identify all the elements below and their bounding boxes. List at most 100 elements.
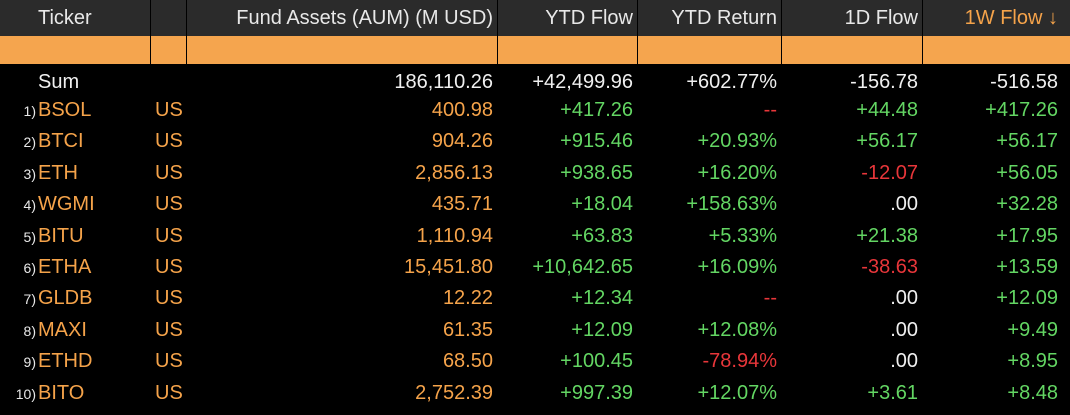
- sum-cell: -516.58: [990, 71, 1058, 93]
- column-separator: [497, 0, 498, 64]
- sum-cell: +602.77%: [686, 71, 777, 93]
- country: US: [155, 318, 183, 341]
- value-cell: +10,642.65: [532, 256, 633, 278]
- value-cell: -12.07: [861, 161, 918, 184]
- value-cell: +100.45: [560, 350, 633, 373]
- country: US: [155, 224, 183, 247]
- ticker[interactable]: GLDB: [38, 287, 93, 310]
- value-cell: +12.09: [996, 287, 1058, 310]
- value-cell: +12.08%: [697, 318, 777, 341]
- value-cell: +158.63%: [686, 193, 777, 216]
- value-cell: +56.05: [996, 161, 1058, 184]
- value-cell: 1,110.94: [416, 224, 493, 247]
- value-cell: .00: [890, 193, 918, 216]
- row-number[interactable]: 3): [23, 165, 36, 182]
- value-cell: -38.63: [861, 256, 918, 278]
- column-header[interactable]: Fund Assets (AUM) (M USD): [236, 7, 493, 29]
- value-cell: 61.35: [442, 318, 493, 341]
- column-header[interactable]: YTD Return: [671, 7, 777, 29]
- column-separator: [922, 0, 923, 64]
- ticker[interactable]: BSOL: [38, 99, 92, 121]
- value-cell: +417.26: [560, 99, 633, 121]
- ticker[interactable]: MAXI: [38, 318, 87, 341]
- value-cell: 68.50: [442, 350, 493, 373]
- sum-cell: 186,110.26: [394, 71, 493, 93]
- value-cell: +915.46: [560, 130, 633, 153]
- value-cell: +16.20%: [697, 161, 777, 184]
- row-number[interactable]: 1): [23, 103, 36, 119]
- column-separator: [781, 0, 782, 64]
- row-number[interactable]: 8): [23, 322, 36, 339]
- ticker[interactable]: WGMI: [38, 193, 95, 216]
- column-header[interactable]: 1D Flow: [844, 7, 918, 29]
- value-cell: +8.48: [1007, 381, 1058, 404]
- country: US: [155, 381, 183, 404]
- value-cell: 904.26: [431, 130, 493, 153]
- value-cell: --: [763, 287, 777, 310]
- column-header[interactable]: YTD Flow: [545, 7, 633, 29]
- value-cell: 15,451.80: [404, 256, 493, 278]
- value-cell: +56.17: [856, 130, 918, 153]
- row-number[interactable]: 9): [23, 354, 36, 371]
- value-cell: +18.04: [571, 193, 633, 216]
- value-cell: --: [763, 99, 777, 121]
- value-cell: +21.38: [856, 224, 918, 247]
- value-cell: +938.65: [560, 161, 633, 184]
- value-cell: +16.09%: [697, 256, 777, 278]
- column-header[interactable]: 1W Flow ↓: [964, 7, 1058, 29]
- sum-label: Sum: [38, 71, 80, 93]
- column-header[interactable]: Ticker: [38, 7, 92, 29]
- value-cell: 2,752.39: [415, 381, 493, 404]
- value-cell: 12.22: [442, 287, 493, 310]
- value-cell: +5.33%: [708, 224, 777, 247]
- value-cell: +63.83: [571, 224, 633, 247]
- value-cell: 400.98: [431, 99, 493, 121]
- value-cell: .00: [890, 287, 918, 310]
- row-number[interactable]: 7): [23, 291, 36, 308]
- value-cell: +3.61: [867, 381, 918, 404]
- column-separator: [186, 0, 187, 64]
- value-cell: +56.17: [996, 130, 1058, 153]
- value-cell: .00: [890, 350, 918, 373]
- ticker[interactable]: BTCI: [38, 130, 84, 153]
- country: US: [155, 350, 183, 373]
- ticker[interactable]: ETHD: [38, 350, 93, 373]
- row-number[interactable]: 4): [23, 197, 36, 214]
- value-cell: +8.95: [1007, 350, 1058, 373]
- value-cell: -78.94%: [702, 350, 778, 373]
- value-cell: .00: [890, 318, 918, 341]
- ticker[interactable]: BITU: [38, 224, 84, 247]
- header-bar: [0, 0, 1070, 36]
- sum-cell: -156.78: [850, 71, 918, 93]
- value-cell: 435.71: [431, 193, 493, 216]
- row-number[interactable]: 6): [23, 260, 36, 276]
- value-cell: +997.39: [560, 381, 633, 404]
- country: US: [155, 99, 183, 121]
- country: US: [155, 161, 183, 184]
- country: US: [155, 287, 183, 310]
- row-number[interactable]: 2): [23, 134, 36, 151]
- value-cell: +44.48: [856, 99, 918, 121]
- ticker[interactable]: ETH: [38, 161, 78, 184]
- value-cell: +13.59: [996, 256, 1058, 278]
- row-number[interactable]: 10): [15, 385, 36, 402]
- filter-row[interactable]: [0, 36, 1070, 64]
- value-cell: +417.26: [985, 99, 1058, 121]
- column-separator: [150, 0, 151, 64]
- ticker[interactable]: ETHA: [38, 256, 92, 278]
- row-number[interactable]: 5): [23, 228, 36, 245]
- ticker[interactable]: BITO: [38, 381, 85, 404]
- value-cell: +20.93%: [697, 130, 777, 153]
- value-cell: +9.49: [1007, 318, 1058, 341]
- column-separator: [637, 0, 638, 64]
- value-cell: +12.34: [571, 287, 633, 310]
- sum-cell: +42,499.96: [532, 71, 633, 93]
- country: US: [155, 193, 183, 216]
- value-cell: +12.07%: [697, 381, 777, 404]
- value-cell: 2,856.13: [415, 161, 493, 184]
- country: US: [155, 130, 183, 153]
- value-cell: +32.28: [996, 193, 1058, 216]
- value-cell: +17.95: [996, 224, 1058, 247]
- country: US: [155, 256, 183, 278]
